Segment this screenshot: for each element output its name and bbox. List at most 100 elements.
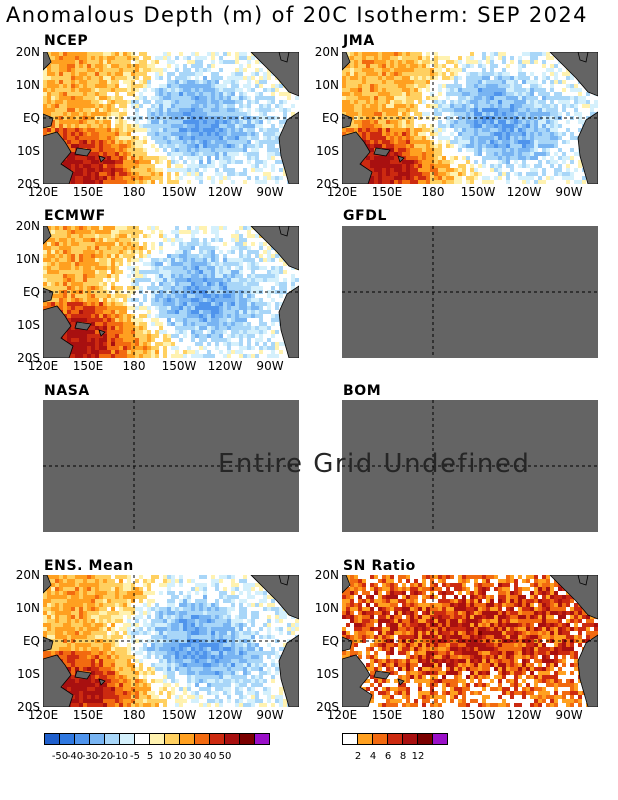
lat-label: 20S: [17, 700, 40, 714]
lat-label: 20N: [15, 45, 40, 59]
lon-label: 150W: [161, 359, 197, 373]
anomaly-colorbar-label: 10: [158, 751, 172, 762]
snr-colorbar-swatch: [417, 733, 433, 745]
anomaly-field-ens-mean: [43, 575, 299, 707]
lon-label: 120W: [506, 185, 542, 199]
snr-colorbar-label: 12: [411, 751, 425, 762]
lat-label: EQ: [321, 111, 339, 125]
lat-label: EQ: [321, 634, 339, 648]
lon-label: 180: [421, 708, 445, 722]
lon-label: 90W: [256, 359, 284, 373]
lat-label: 20S: [17, 177, 40, 191]
lon-label: 180: [421, 185, 445, 199]
anomaly-colorbar-swatch: [209, 733, 225, 745]
lon-label: 180: [122, 359, 146, 373]
lon-label: 120E: [27, 185, 59, 199]
lat-label: 10S: [316, 667, 339, 681]
lat-label: 10S: [316, 144, 339, 158]
lon-label: 150W: [460, 185, 496, 199]
lon-label: 150W: [161, 185, 197, 199]
lon-label: 150E: [72, 359, 104, 373]
snr-colorbar: [342, 733, 448, 745]
panel-title-ecmwf: ECMWF: [44, 208, 106, 224]
panel-title-ncep: NCEP: [44, 33, 89, 49]
lon-label: 120E: [326, 185, 358, 199]
map-nasa-undefined: [43, 400, 299, 532]
lat-label: EQ: [22, 634, 40, 648]
anomaly-colorbar-label: 40: [203, 751, 217, 762]
lon-label: 90W: [256, 185, 284, 199]
anomaly-colorbar-swatch: [134, 733, 150, 745]
anomaly-colorbar-label: -50: [51, 751, 69, 762]
anomaly-colorbar: [44, 733, 270, 745]
anomaly-colorbar-label: 5: [146, 751, 154, 762]
lat-label: 10N: [15, 601, 40, 615]
anomaly-field-ecmwf: [43, 226, 299, 358]
lon-label: 120E: [27, 708, 59, 722]
panel-title-sn-ratio: SN Ratio: [343, 558, 416, 574]
lon-label: 120W: [207, 185, 243, 199]
panel-title-bom: BOM: [343, 383, 382, 399]
snr-field: [342, 575, 598, 707]
anomaly-colorbar-swatch: [44, 733, 60, 745]
anomaly-field-jma: [342, 52, 598, 184]
lon-label: 120E: [27, 359, 59, 373]
anomaly-colorbar-label: 30: [188, 751, 202, 762]
anomaly-colorbar-swatch: [224, 733, 240, 745]
lon-label: 150E: [371, 185, 403, 199]
map-sn-ratio: [342, 575, 598, 707]
anomaly-colorbar-swatch: [179, 733, 195, 745]
map-gfdl-undefined: [342, 226, 598, 358]
panel-title-nasa: NASA: [44, 383, 90, 399]
lat-label: EQ: [22, 111, 40, 125]
anomaly-colorbar-swatch: [119, 733, 135, 745]
lon-label: 150W: [161, 708, 197, 722]
figure-title: Anomalous Depth (m) of 20C Isotherm: SEP…: [6, 3, 588, 27]
anomaly-colorbar-label: -5: [130, 751, 140, 762]
anomaly-colorbar-swatch: [104, 733, 120, 745]
lat-label: 20S: [17, 351, 40, 365]
snr-colorbar-swatch: [387, 733, 403, 745]
anomaly-colorbar-swatch: [194, 733, 210, 745]
anomaly-colorbar-label: -40: [66, 751, 84, 762]
snr-colorbar-swatch: [432, 733, 448, 745]
lon-label: 90W: [256, 708, 284, 722]
lat-label: 10N: [15, 78, 40, 92]
snr-colorbar-swatch: [342, 733, 358, 745]
lat-label: 10N: [15, 252, 40, 266]
lat-label: 20N: [15, 219, 40, 233]
snr-colorbar-swatch: [357, 733, 373, 745]
snr-colorbar-swatch: [372, 733, 388, 745]
map-ens-mean: [43, 575, 299, 707]
anomaly-colorbar-label: -30: [81, 751, 99, 762]
map-ecmwf: [43, 226, 299, 358]
lon-label: 90W: [555, 185, 583, 199]
snr-colorbar-label: 2: [354, 751, 362, 762]
lon-label: 120W: [207, 359, 243, 373]
lon-label: 90W: [555, 708, 583, 722]
lon-label: 150E: [72, 708, 104, 722]
map-jma: [342, 52, 598, 184]
lat-label: 10S: [17, 318, 40, 332]
snr-colorbar-label: 8: [399, 751, 407, 762]
anomaly-colorbar-swatch: [254, 733, 270, 745]
lat-label: 20S: [316, 700, 339, 714]
anomaly-colorbar-label: 50: [218, 751, 232, 762]
lat-label: 10S: [17, 667, 40, 681]
anomaly-colorbar-swatch: [89, 733, 105, 745]
snr-colorbar-label: 4: [369, 751, 377, 762]
snr-colorbar-label: 6: [384, 751, 392, 762]
anomaly-colorbar-swatch: [74, 733, 90, 745]
snr-colorbar-swatch: [402, 733, 418, 745]
lat-label: 10S: [17, 144, 40, 158]
lat-label: 20N: [314, 45, 339, 59]
lon-label: 150W: [460, 708, 496, 722]
lon-label: 120W: [506, 708, 542, 722]
anomaly-colorbar-swatch: [239, 733, 255, 745]
lat-label: 10N: [314, 78, 339, 92]
lon-label: 180: [122, 185, 146, 199]
panel-title-gfdl: GFDL: [343, 208, 387, 224]
anomaly-colorbar-label: -10: [111, 751, 129, 762]
lon-label: 120E: [326, 708, 358, 722]
anomaly-field-ncep: [43, 52, 299, 184]
